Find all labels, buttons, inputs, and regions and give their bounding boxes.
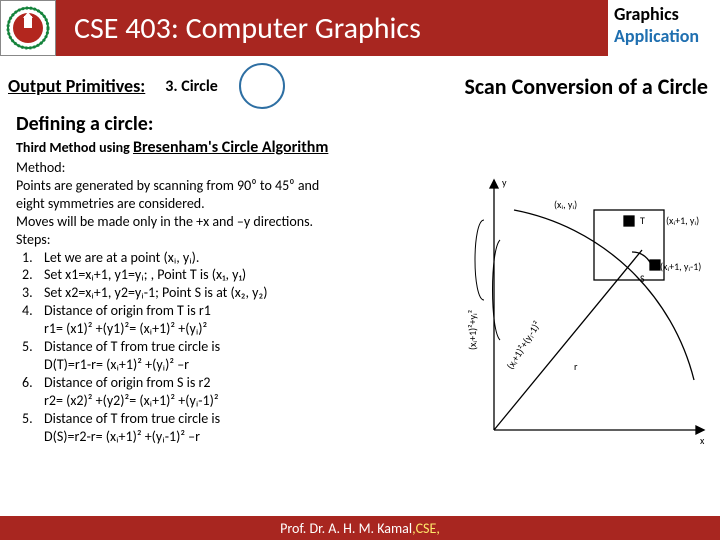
section-number: 3. Circle — [165, 77, 218, 96]
header-bar: CSE 403: Computer Graphics Graphics Appl… — [0, 0, 720, 56]
corner-line2: Application — [614, 26, 714, 48]
diagram-S-pt: (xᵢ+1, yᵢ-1) — [660, 260, 701, 273]
step-1: Let we are at a point (xᵢ, yᵢ). — [44, 249, 199, 267]
top-corner-box: Graphics Application — [608, 0, 720, 56]
algorithm-name: Bresenham's Circle Algorithm — [133, 138, 328, 157]
corner-line1: Graphics — [614, 4, 714, 26]
footer-bar: Prof. Dr. A. H. M. Kamal , CSE, — [0, 516, 720, 540]
bresenham-diagram: (xᵢ+1)²+yᵢ² (xᵢ+1)²+(yᵢ-1)² r (xᵢ, yᵢ) T… — [454, 170, 714, 470]
footer-name: Prof. Dr. A. H. M. Kamal — [280, 520, 412, 537]
third-method-line: Third Method using Bresenham's Circle Al… — [16, 138, 710, 157]
step-4b: r1= (x1)² +(y1)²= (xᵢ+1)² +(yᵢ)² — [44, 320, 207, 338]
diagram-S: S — [640, 272, 645, 285]
university-logo — [0, 0, 56, 56]
step-7a: Distance of T from true circle is — [44, 410, 220, 428]
diagram-right-expr: (xᵢ+1)²+(yᵢ-1)² — [504, 319, 544, 372]
step-3: Set x2=xᵢ+1, y2=yᵢ-1; Point S is at (x₂,… — [44, 284, 267, 302]
step-6b: r2= (x2)² +(y2)²= (xᵢ+1)² +(yᵢ-1)² — [44, 392, 219, 410]
subtitle-row: Output Primitives: 3. Circle Scan Conver… — [0, 56, 720, 110]
defining-heading: Defining a circle: — [16, 112, 710, 136]
diagram-T-pt: (xᵢ+1, yᵢ) — [666, 214, 699, 227]
diagram-y-axis: y — [502, 176, 507, 189]
method-p3: Moves will be made only in the +x and –y… — [16, 213, 436, 231]
step-5a: Distance of T from true circle is — [44, 338, 220, 356]
course-title: CSE 403: Computer Graphics — [74, 10, 421, 47]
output-primitives-label: Output Primitives: — [8, 75, 145, 97]
diagram-left-expr: (xᵢ+1)²+yᵢ² — [466, 310, 479, 350]
step-7b: D(S)=r2-r= (xᵢ+1)² +(yᵢ-1)² –r — [44, 428, 200, 446]
third-method-prefix: Third Method using — [16, 139, 133, 156]
diagram-T: T — [640, 214, 645, 227]
diagram-r: r — [574, 360, 578, 373]
steps-label: Steps: — [16, 231, 436, 249]
method-p2: eight symmetries are considered. — [16, 195, 436, 213]
diagram-xi-yi: (xᵢ, yᵢ) — [554, 198, 577, 211]
step-2: Set x1=xᵢ+1, y1=yᵢ; , Point T is (x₁, y₁… — [44, 266, 246, 284]
steps-list: 1.Let we are at a point (xᵢ, yᵢ). 2.Set … — [22, 249, 436, 446]
circle-icon — [238, 62, 286, 110]
method-label: Method: — [16, 159, 436, 177]
footer-dept: CSE, — [416, 520, 440, 537]
step-5b: D(T)=r1-r= (xᵢ+1)² +(yᵢ)² –r — [44, 356, 189, 374]
step-4a: Distance of origin from T is r1 — [44, 302, 211, 320]
diagram-x-axis: x — [700, 434, 705, 447]
scan-conversion-title: Scan Conversion of a Circle — [464, 73, 712, 100]
step-6a: Distance of origin from S is r2 — [44, 374, 210, 392]
method-p1: Points are generated by scanning from 90… — [16, 177, 436, 195]
body-text: Method: Points are generated by scanning… — [16, 159, 436, 446]
